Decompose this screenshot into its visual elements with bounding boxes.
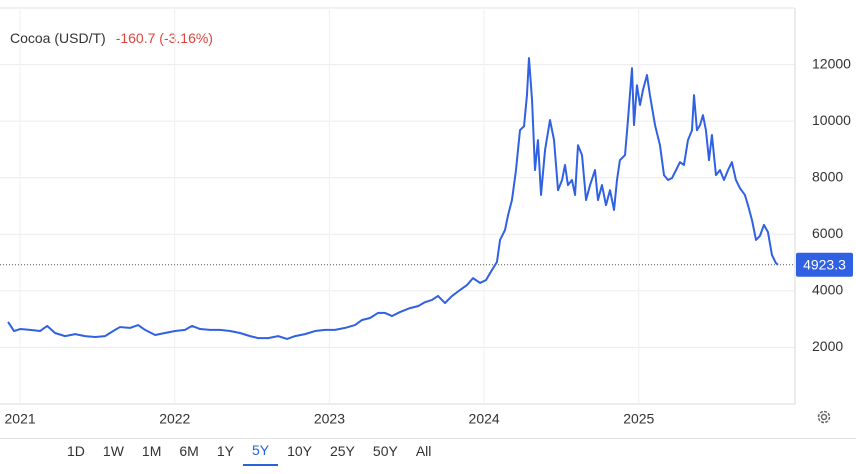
chart-header: Cocoa (USD/T) -160.7 (-3.16%)	[10, 30, 213, 46]
y-tick-label: 4000	[812, 282, 843, 298]
y-tick-label: 6000	[812, 225, 843, 241]
last-price-label: 4923.3	[803, 256, 846, 272]
x-tick-label: 2022	[159, 411, 190, 427]
last-price-tag	[796, 252, 853, 277]
range-button[interactable]: 5Y	[242, 438, 279, 466]
range-button[interactable]: 50Y	[372, 443, 398, 459]
x-tick-label: 2023	[314, 411, 345, 427]
range-bar-border	[0, 438, 856, 439]
range-button[interactable]: 10Y	[287, 443, 312, 459]
range-button[interactable]: 25Y	[329, 443, 355, 459]
chart: 2000 4000 6000 8000 10000 12000 2021 2022 2023 20…	[0, 7, 853, 427]
x-tick-label: 2021	[5, 411, 36, 427]
range-button[interactable]: 6M	[179, 443, 199, 459]
x-tick-label: 2025	[623, 411, 654, 427]
range-button[interactable]: 1Y	[216, 443, 234, 459]
x-tick-label: 2024	[469, 411, 500, 427]
price-change: -160.7	[115, 30, 156, 46]
instrument-name: Cocoa (USD/T)	[10, 30, 106, 46]
price-change-percent: (-3.16%)	[159, 30, 213, 46]
y-tick-label: 12000	[812, 55, 851, 71]
range-button[interactable]: All	[415, 443, 432, 459]
range-button[interactable]: 1D	[67, 443, 85, 459]
range-button[interactable]: 1W	[102, 443, 124, 459]
y-tick-label: 2000	[812, 338, 843, 354]
y-tick-label: 8000	[812, 168, 843, 184]
price-line	[7, 57, 779, 340]
range-button[interactable]: 1M	[141, 443, 162, 459]
range-selector: 1D 1W 1M 6M 1Y 5Y 10Y 25Y 50Y All	[58, 438, 440, 466]
y-tick-label: 10000	[812, 112, 851, 128]
settings-icon[interactable]	[817, 410, 831, 424]
